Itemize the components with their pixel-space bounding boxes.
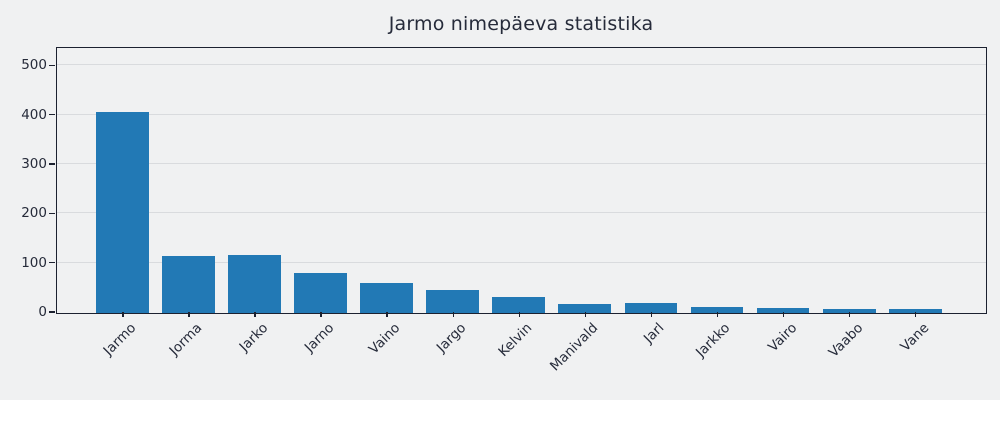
y-tick-label-200: 200 (21, 205, 47, 222)
bar-jarmo (96, 112, 149, 313)
bar-jorma (162, 255, 215, 313)
y-tick-mark-400 (49, 113, 55, 116)
bar-jarl (624, 303, 678, 313)
bar-vaino (360, 283, 414, 313)
bar-jargo (426, 289, 480, 313)
x-tick-mark-jarko (254, 312, 256, 317)
y-tick-mark-300 (49, 163, 55, 165)
x-tick-mark-kelvin (518, 312, 521, 317)
x-tick-mark-jargo (452, 312, 455, 317)
gridline-500 (56, 64, 986, 66)
x-tick-mark-vairo (782, 312, 785, 317)
x-tick-mark-jarno (320, 312, 322, 317)
gridline-300 (56, 162, 986, 164)
x-tick-mark-jarkko (716, 312, 719, 317)
chart-title: Jarmo nimepäeva statistika (388, 13, 654, 35)
gridline-200 (56, 212, 986, 214)
x-tick-mark-vaabo (848, 312, 851, 317)
y-tick-mark-0 (49, 311, 55, 313)
y-tick-label-300: 300 (21, 155, 47, 172)
bar-manivald (558, 304, 612, 313)
y-tick-mark-500 (49, 64, 55, 67)
x-tick-mark-vaino (386, 312, 388, 317)
x-tick-mark-jorma (188, 312, 190, 317)
bar-kelvin (492, 296, 546, 313)
bar-chart-figure: Jarmo nimepäeva statistika 0 100 200 300 400… (0, 0, 1000, 400)
gridline-400 (56, 113, 986, 115)
plot-area (55, 46, 987, 314)
y-tick-label-100: 100 (21, 254, 47, 271)
y-tick-mark-200 (49, 212, 55, 215)
x-tick-mark-vane (914, 312, 917, 317)
bar-jarno (294, 273, 348, 313)
y-tick-label-0: 0 (38, 304, 47, 320)
x-tick-mark-manivald (584, 312, 587, 317)
bar-jarko (228, 254, 282, 313)
y-tick-label-500: 500 (21, 57, 47, 74)
x-tick-mark-jarmo (122, 312, 124, 317)
bar-vairo (756, 307, 810, 313)
gridline-100 (56, 261, 986, 263)
bar-vane (888, 308, 942, 313)
y-tick-label-400: 400 (21, 106, 47, 123)
bar-jarkko (690, 306, 744, 313)
x-tick-mark-jarl (650, 312, 653, 317)
bar-vaabo (822, 309, 876, 313)
y-tick-mark-100 (49, 261, 55, 264)
